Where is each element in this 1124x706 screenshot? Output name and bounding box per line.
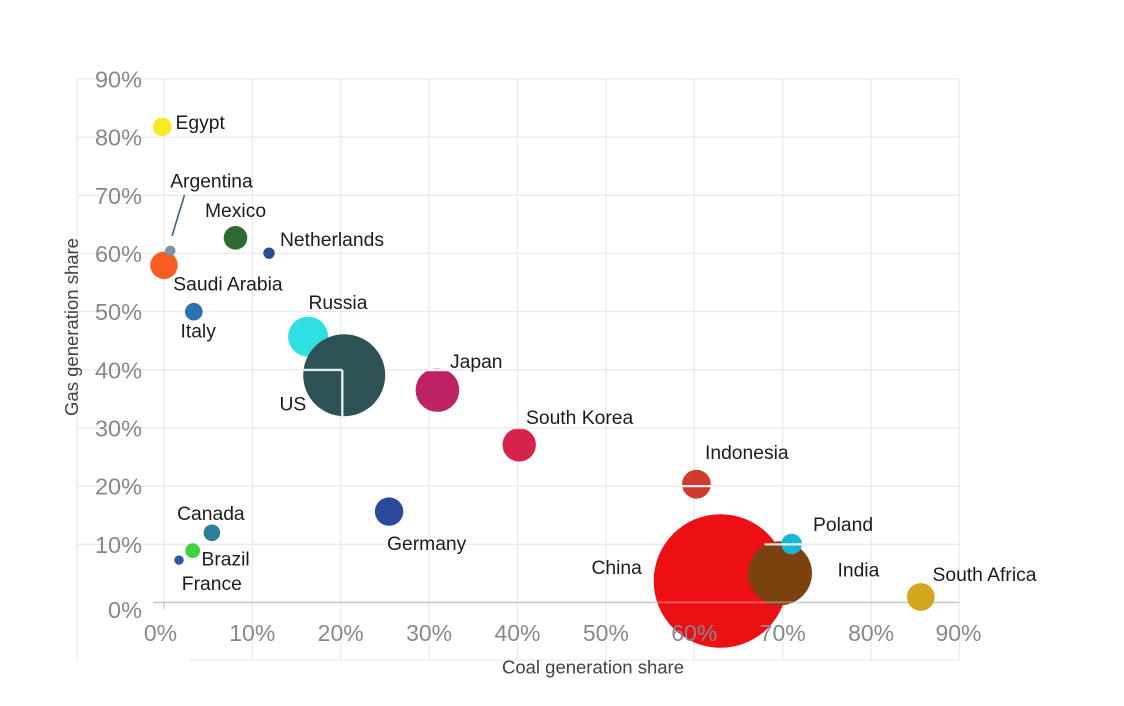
svg-text:20%: 20% <box>95 474 142 500</box>
svg-text:40%: 40% <box>95 357 142 383</box>
svg-text:90%: 90% <box>935 620 981 646</box>
svg-text:Italy: Italy <box>181 321 217 342</box>
svg-text:Japan: Japan <box>450 352 503 373</box>
svg-text:50%: 50% <box>583 620 629 646</box>
svg-text:10%: 10% <box>95 532 142 558</box>
svg-text:Poland: Poland <box>813 515 873 536</box>
svg-text:South Korea: South Korea <box>526 408 633 429</box>
svg-text:Netherlands: Netherlands <box>280 230 384 251</box>
svg-text:South Africa: South Africa <box>933 565 1037 586</box>
svg-text:Argentina: Argentina <box>170 172 253 193</box>
svg-text:Russia: Russia <box>309 293 368 314</box>
svg-text:Egypt: Egypt <box>176 113 226 134</box>
svg-text:Brazil: Brazil <box>202 550 250 571</box>
svg-text:Gas generation share: Gas generation share <box>61 238 82 416</box>
svg-text:China: China <box>592 558 643 579</box>
svg-text:Germany: Germany <box>387 534 467 555</box>
svg-text:30%: 30% <box>95 416 142 442</box>
svg-text:0%: 0% <box>108 597 142 623</box>
svg-text:France: France <box>182 574 242 595</box>
svg-text:US: US <box>280 395 307 416</box>
svg-text:90%: 90% <box>95 67 142 93</box>
svg-text:70%: 70% <box>95 183 142 209</box>
svg-text:Canada: Canada <box>177 504 245 525</box>
svg-text:80%: 80% <box>848 620 894 646</box>
svg-text:40%: 40% <box>494 620 540 646</box>
svg-text:50%: 50% <box>95 299 142 325</box>
svg-text:70%: 70% <box>760 620 806 646</box>
svg-text:Mexico: Mexico <box>205 201 266 222</box>
svg-text:80%: 80% <box>95 125 142 151</box>
svg-text:Saudi Arabia: Saudi Arabia <box>173 274 283 295</box>
svg-text:10%: 10% <box>229 620 275 646</box>
svg-text:60%: 60% <box>671 620 717 646</box>
svg-text:20%: 20% <box>318 620 364 646</box>
svg-text:India: India <box>838 561 880 582</box>
svg-text:0%: 0% <box>144 620 177 646</box>
svg-text:60%: 60% <box>95 241 142 267</box>
svg-text:Coal generation share: Coal generation share <box>502 657 684 678</box>
svg-text:Indonesia: Indonesia <box>705 443 789 464</box>
svg-text:30%: 30% <box>406 620 452 646</box>
